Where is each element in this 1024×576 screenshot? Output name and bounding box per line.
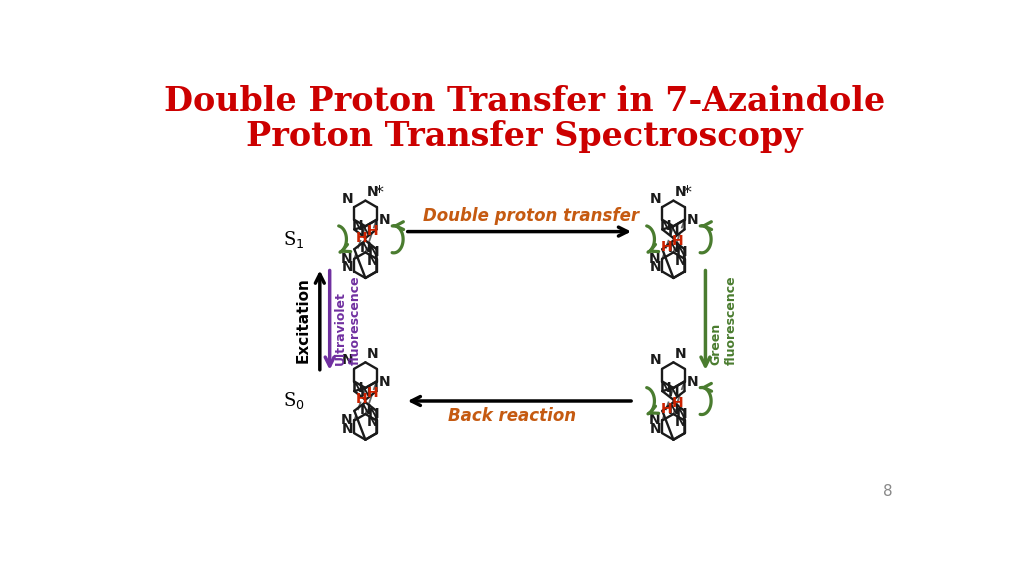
Text: N: N — [668, 403, 679, 416]
Text: S$_1$: S$_1$ — [283, 229, 304, 250]
Text: 8: 8 — [884, 484, 893, 499]
Text: N: N — [352, 219, 364, 233]
Text: N: N — [675, 415, 686, 429]
Text: N: N — [352, 381, 364, 395]
Text: N: N — [359, 241, 372, 255]
Text: N: N — [659, 219, 672, 233]
Text: S$_0$: S$_0$ — [283, 391, 305, 411]
Text: N: N — [668, 223, 679, 237]
Text: N: N — [649, 260, 662, 274]
Text: N: N — [686, 374, 698, 389]
Text: H: H — [355, 230, 368, 245]
Text: H: H — [660, 240, 672, 255]
Text: Back reaction: Back reaction — [447, 407, 575, 425]
Text: Double Proton Transfer in 7-Azaindole: Double Proton Transfer in 7-Azaindole — [164, 85, 886, 118]
Text: N: N — [668, 385, 679, 399]
Text: N: N — [668, 241, 679, 255]
Text: Proton Transfer Spectroscopy: Proton Transfer Spectroscopy — [247, 120, 803, 153]
Text: *: * — [375, 184, 383, 202]
Text: N: N — [649, 422, 662, 435]
Text: N: N — [341, 260, 353, 274]
Text: H: H — [660, 402, 672, 416]
Text: N: N — [675, 253, 686, 268]
Text: Excitation: Excitation — [296, 277, 310, 363]
Text: H: H — [367, 386, 379, 400]
Text: N: N — [367, 415, 378, 429]
Text: N: N — [649, 252, 660, 266]
Text: N: N — [675, 347, 686, 361]
Text: *: * — [682, 184, 691, 202]
Text: N: N — [379, 213, 390, 227]
Text: H: H — [672, 234, 683, 248]
Text: N: N — [686, 213, 698, 227]
Text: Ultraviolet
fluorescence: Ultraviolet fluorescence — [334, 275, 361, 365]
Text: N: N — [367, 253, 378, 268]
Text: N: N — [659, 381, 672, 395]
Text: N: N — [359, 223, 372, 237]
Text: Green
fluorescence: Green fluorescence — [710, 275, 737, 365]
Text: N: N — [676, 407, 687, 421]
Text: H: H — [367, 224, 379, 238]
Text: N: N — [367, 347, 378, 361]
Text: H: H — [672, 396, 683, 410]
Text: N: N — [359, 385, 372, 399]
Text: N: N — [359, 403, 372, 416]
Text: N: N — [368, 407, 379, 421]
Text: N: N — [675, 185, 686, 199]
Text: N: N — [649, 192, 662, 206]
Text: N: N — [649, 414, 660, 427]
Text: N: N — [367, 185, 378, 199]
Text: N: N — [341, 192, 353, 206]
Text: N: N — [341, 422, 353, 435]
Text: Double proton transfer: Double proton transfer — [423, 207, 639, 225]
Text: N: N — [379, 374, 390, 389]
Text: N: N — [368, 245, 379, 259]
Text: N: N — [676, 245, 687, 259]
Text: N: N — [649, 354, 662, 367]
Text: H: H — [355, 392, 368, 406]
Text: N: N — [341, 252, 352, 266]
Text: N: N — [341, 414, 352, 427]
Text: N: N — [341, 354, 353, 367]
